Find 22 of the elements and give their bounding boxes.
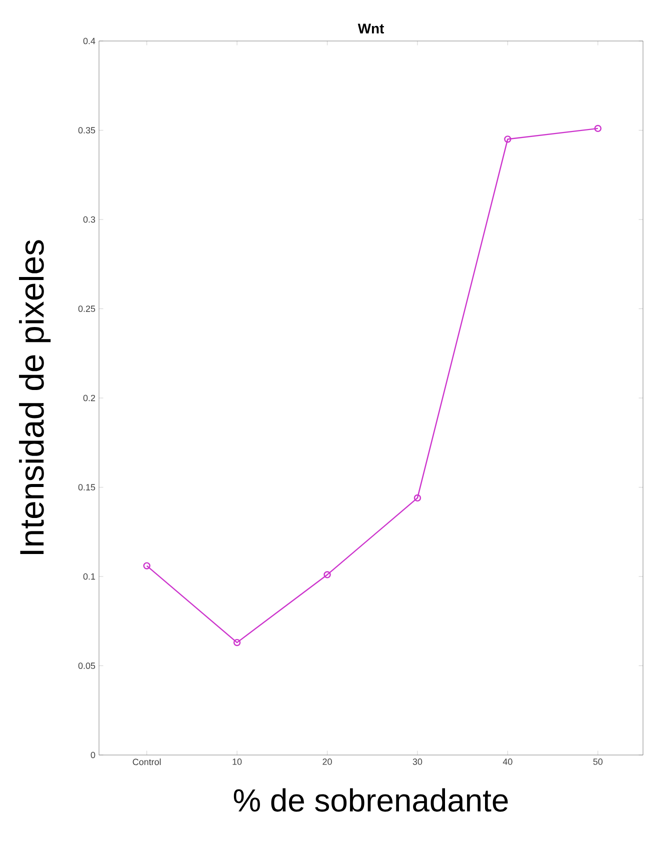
point xyxy=(233,638,241,646)
y-tick-label: 0.4 xyxy=(83,38,96,44)
y-tick-label: 0.2 xyxy=(83,394,96,402)
x-tick-label: 20 xyxy=(322,758,332,765)
chart-title: Wnt xyxy=(358,24,384,34)
x-tick-label: 50 xyxy=(593,758,603,765)
y-tick-label: 0.3 xyxy=(83,216,96,223)
x-tick-label: Control xyxy=(132,758,161,766)
y-tick-label: 0.05 xyxy=(78,662,96,669)
y-axis-title: Intensidad de pixeles xyxy=(19,240,51,554)
x-tick-label: 40 xyxy=(502,758,512,765)
point xyxy=(324,571,331,578)
point xyxy=(414,494,422,502)
y-tick-label: 0.15 xyxy=(78,484,96,490)
y-tick-label: 0.35 xyxy=(78,127,96,134)
y-tick-label: 0 xyxy=(90,752,96,758)
point xyxy=(504,136,512,143)
x-tick-label: 10 xyxy=(232,758,242,765)
x-axis-title: % de sobrenadante xyxy=(234,788,508,812)
y-tick-label: 0.1 xyxy=(83,573,96,580)
x-tick-label: 30 xyxy=(412,758,422,765)
y-tick-label: 0.25 xyxy=(78,306,96,312)
